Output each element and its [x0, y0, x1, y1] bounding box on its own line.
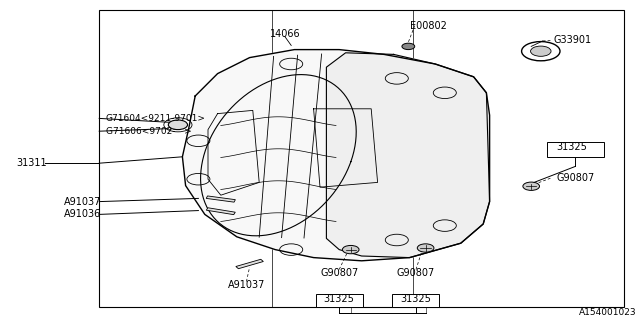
Circle shape [417, 244, 434, 252]
Text: G90807: G90807 [397, 268, 435, 278]
Circle shape [342, 245, 359, 254]
Circle shape [523, 182, 540, 190]
Text: E00802: E00802 [410, 20, 447, 31]
Bar [392, 294, 439, 307]
Text: G71604<9211-9701>: G71604<9211-9701> [106, 114, 205, 123]
Text: G90807: G90807 [557, 172, 595, 183]
Polygon shape [236, 259, 263, 269]
Polygon shape [206, 208, 236, 215]
Circle shape [531, 46, 551, 56]
Polygon shape [182, 50, 490, 261]
Text: G71606<9702-   >: G71606<9702- > [106, 127, 191, 136]
Text: 31325: 31325 [557, 142, 588, 152]
Bar [547, 142, 604, 157]
Circle shape [402, 43, 415, 50]
Text: 31325: 31325 [401, 294, 431, 304]
Text: A91036: A91036 [64, 209, 101, 220]
Text: G33901: G33901 [554, 35, 592, 45]
Bar [99, 10, 624, 307]
Bar [316, 294, 363, 307]
Text: 31325: 31325 [324, 294, 355, 304]
Text: A154001023: A154001023 [579, 308, 637, 317]
Polygon shape [326, 53, 490, 258]
Polygon shape [206, 196, 236, 202]
Text: G90807: G90807 [320, 268, 358, 278]
Text: A91037: A91037 [228, 280, 265, 291]
Text: 14066: 14066 [269, 28, 300, 39]
Circle shape [168, 120, 188, 130]
Text: A91037: A91037 [64, 196, 101, 207]
Text: 31311: 31311 [16, 158, 47, 168]
